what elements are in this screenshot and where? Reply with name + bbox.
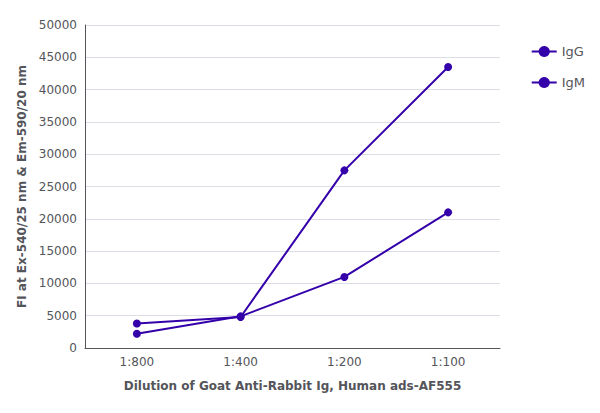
svg-text:IgM: IgM: [562, 75, 585, 90]
svg-text:1:800: 1:800: [120, 355, 155, 369]
svg-text:40000: 40000: [39, 83, 77, 97]
svg-text:35000: 35000: [39, 115, 77, 129]
svg-text:25000: 25000: [39, 180, 77, 194]
svg-text:20000: 20000: [39, 212, 77, 226]
svg-text:5000: 5000: [46, 309, 77, 323]
svg-text:10000: 10000: [39, 276, 77, 290]
svg-text:45000: 45000: [39, 50, 77, 64]
svg-text:50000: 50000: [39, 18, 77, 32]
svg-text:FI at Ex-540/25 nm & Em-590/20: FI at Ex-540/25 nm & Em-590/20 nm: [15, 65, 29, 308]
svg-text:0: 0: [69, 341, 77, 355]
svg-text:Dilution of Goat Anti-Rabbit I: Dilution of Goat Anti-Rabbit Ig, Human a…: [124, 379, 462, 393]
svg-text:IgG: IgG: [562, 44, 584, 59]
svg-text:15000: 15000: [39, 244, 77, 258]
svg-text:1:100: 1:100: [431, 355, 466, 369]
svg-text:30000: 30000: [39, 147, 77, 161]
svg-text:1:400: 1:400: [223, 355, 258, 369]
svg-text:1:200: 1:200: [327, 355, 362, 369]
